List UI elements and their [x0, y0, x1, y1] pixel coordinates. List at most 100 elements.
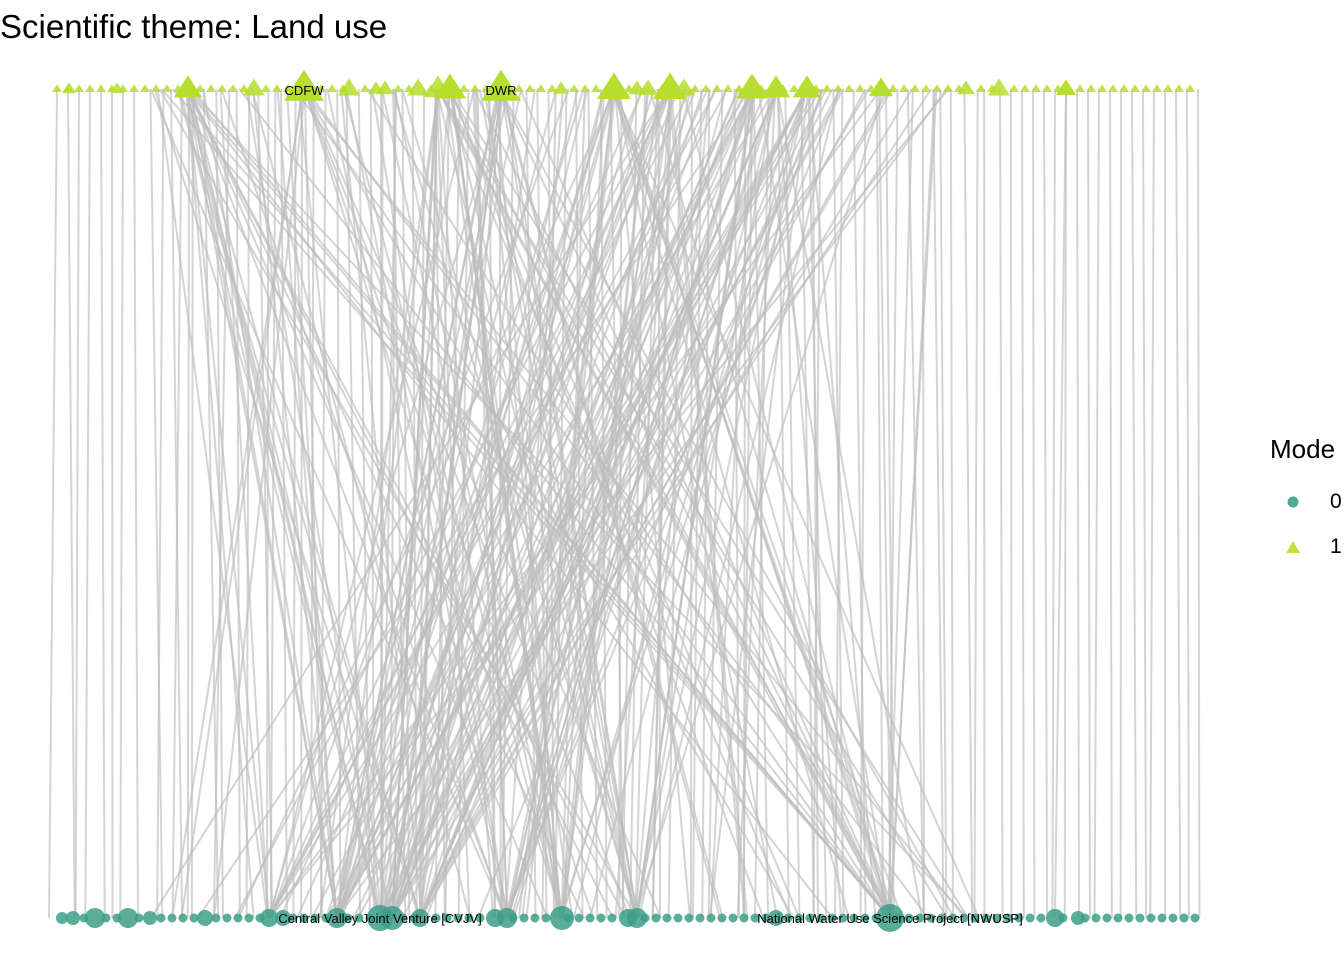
legend-label-0: 0 [1330, 490, 1342, 513]
mode-1-node [653, 72, 687, 100]
network-edge [444, 88, 563, 919]
edge-layer [48, 88, 1201, 919]
network-edge [1142, 88, 1148, 919]
mode-1-node [1042, 84, 1052, 92]
mode-0-node [1071, 911, 1085, 925]
mode-1-node [536, 84, 546, 92]
network-edge [156, 88, 165, 919]
network-edge [1109, 88, 1113, 919]
mode-0-node [1124, 913, 1134, 923]
mode-1-node [74, 84, 84, 92]
mode-1-node [470, 84, 480, 92]
network-edge [190, 88, 194, 919]
mode-0-node [816, 913, 826, 923]
network-edge [637, 88, 840, 919]
network-edge [187, 88, 508, 919]
network-edge [84, 88, 91, 919]
mode-1-node [789, 84, 799, 92]
mode-0-node [728, 913, 738, 923]
network-edge [185, 88, 338, 919]
network-edge [335, 88, 822, 919]
network-edge [562, 88, 650, 919]
network-edge [500, 88, 721, 919]
network-edge [498, 88, 502, 919]
mode-0-node [607, 913, 617, 923]
network-edge [921, 88, 925, 919]
network-edge [251, 88, 338, 919]
mode-0-node [761, 913, 771, 923]
network-edge [419, 88, 759, 919]
mode-0-node [673, 913, 683, 923]
network-edge [119, 88, 124, 919]
mode-0-node [178, 913, 188, 923]
mode-1-node [1174, 84, 1184, 92]
mode-0-node [343, 913, 353, 923]
mode-0-node [706, 913, 716, 923]
mode-1-node [547, 84, 557, 92]
network-edge [419, 88, 913, 919]
mode-0-node [167, 913, 177, 923]
mode-0-node [827, 913, 837, 923]
mode-0-node [1080, 913, 1090, 923]
mode-1-node [174, 75, 202, 98]
network-edge [449, 88, 765, 919]
network-edge [1043, 88, 1049, 919]
mode-1-node [597, 72, 631, 100]
network-edge [319, 88, 327, 919]
mode-0-node [904, 913, 914, 923]
mode-0-node [695, 913, 705, 923]
mode-0-node [101, 913, 111, 923]
mode-0-node [563, 913, 573, 923]
network-edge [752, 88, 770, 919]
network-edge [269, 88, 882, 919]
mode-1-node [723, 84, 733, 92]
mode-0-node [156, 913, 166, 923]
network-edge [438, 88, 792, 919]
network-edge [612, 88, 980, 919]
mode-0-node [937, 913, 947, 923]
network-edge [325, 88, 614, 919]
mode-0-node [530, 913, 540, 923]
network-edge [437, 88, 949, 919]
mode-1-node [988, 78, 1010, 96]
network-edge [1131, 88, 1138, 919]
network-edge [682, 88, 890, 919]
network-edge [417, 88, 867, 919]
network-edge [999, 88, 1004, 919]
mode-0-node [197, 910, 213, 926]
network-edge [418, 88, 536, 919]
legend-label-1: 1 [1330, 535, 1342, 558]
network-edge [634, 88, 659, 919]
network-edge [297, 88, 383, 919]
network-edge [887, 88, 899, 919]
mode-0-node [85, 908, 105, 928]
network-edge [504, 88, 564, 919]
mode-0-node [981, 913, 991, 923]
legend-item-mode-1: 1 [1268, 533, 1344, 563]
network-edge [345, 88, 509, 919]
network-edge [963, 88, 974, 919]
mode-0-node [1025, 913, 1035, 923]
mode-1-node [360, 84, 370, 92]
network-edge [736, 88, 777, 919]
mode-0-node [354, 913, 364, 923]
mode-1-node [52, 84, 62, 92]
network-edge [153, 88, 421, 919]
mode-1-node-layer [52, 69, 1195, 101]
mode-0-node [1046, 909, 1064, 927]
mode-1-node [110, 82, 124, 94]
mode-1-node [932, 84, 942, 92]
mode-1-node [525, 84, 535, 92]
mode-1-node [140, 84, 150, 92]
legend-item-mode-0: 0 [1268, 488, 1344, 518]
mode-1-node [283, 84, 293, 92]
network-edge [572, 88, 779, 919]
network-edge [1175, 88, 1182, 919]
mode-0-node [1146, 913, 1156, 923]
network-edge [634, 88, 885, 919]
network-edge [171, 88, 305, 919]
mode-0-node [596, 913, 606, 923]
network-edge [906, 88, 925, 919]
mode-0-node [739, 913, 749, 923]
